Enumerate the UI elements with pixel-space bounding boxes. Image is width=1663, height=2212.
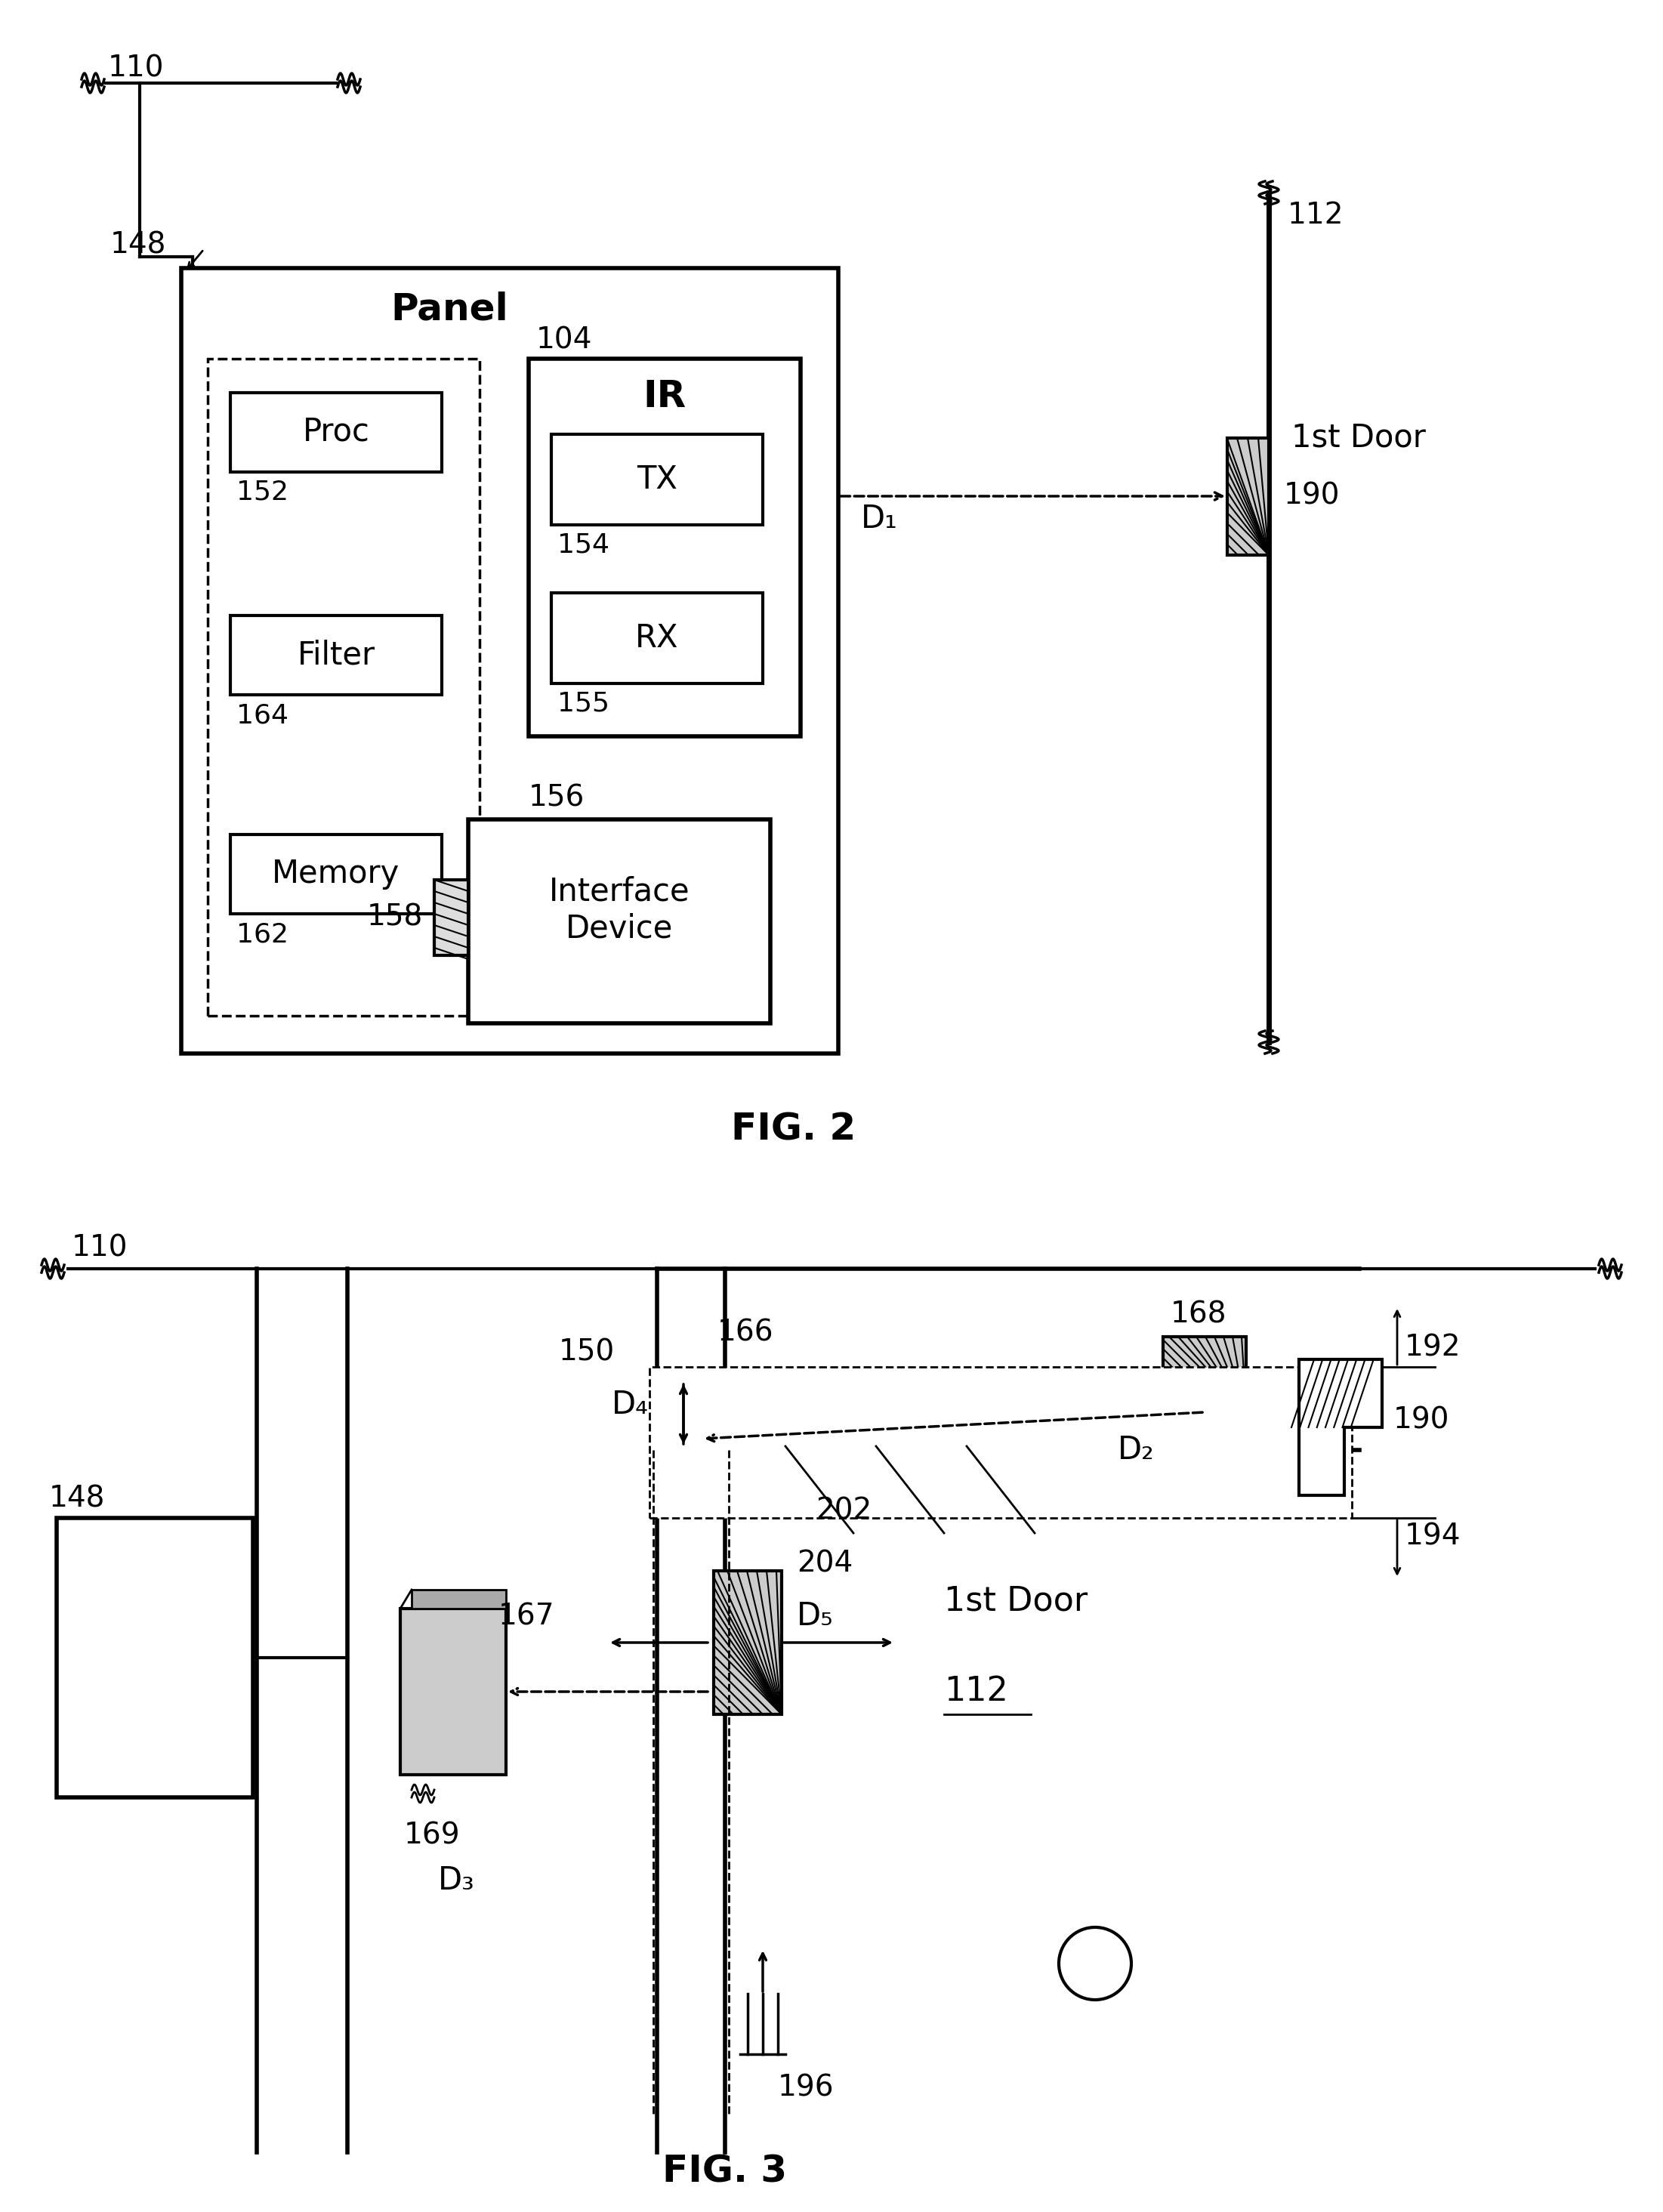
- Text: Panel: Panel: [391, 292, 509, 327]
- Bar: [231, 394, 442, 471]
- Bar: [469, 818, 770, 1024]
- Polygon shape: [1299, 1360, 1382, 1495]
- Bar: [231, 834, 442, 914]
- Text: 1st Door: 1st Door: [945, 1584, 1088, 1617]
- Text: Interface
Device: Interface Device: [549, 876, 690, 945]
- Text: FIG. 3: FIG. 3: [662, 2152, 787, 2190]
- Text: D₄: D₄: [612, 1389, 649, 1420]
- Text: D₅: D₅: [797, 1599, 833, 1632]
- Text: 166: 166: [717, 1318, 773, 1347]
- Text: 167: 167: [499, 1601, 555, 1630]
- Bar: [713, 1571, 782, 1714]
- Text: 158: 158: [368, 902, 422, 931]
- Bar: [657, 1374, 748, 1447]
- Bar: [401, 1608, 506, 1774]
- Text: Filter: Filter: [298, 639, 376, 670]
- Text: D₃: D₃: [437, 1865, 476, 1896]
- Bar: [412, 1590, 506, 1608]
- Text: 110: 110: [72, 1234, 128, 1263]
- Text: 190: 190: [1284, 482, 1340, 511]
- Text: 150: 150: [559, 1338, 615, 1367]
- Bar: [1227, 438, 1269, 555]
- Text: 169: 169: [404, 1820, 461, 1849]
- Text: 112: 112: [945, 1674, 1008, 1708]
- Text: 168: 168: [1171, 1301, 1227, 1329]
- Bar: [650, 1367, 1352, 1517]
- Bar: [552, 593, 763, 684]
- Text: FIG. 2: FIG. 2: [732, 1110, 856, 1148]
- Text: 204: 204: [797, 1548, 853, 1577]
- Bar: [57, 1517, 253, 1798]
- Text: 155: 155: [557, 690, 609, 717]
- Text: 162: 162: [236, 922, 288, 947]
- Text: 148: 148: [50, 1484, 105, 1513]
- Text: IR: IR: [644, 378, 687, 414]
- Text: D₂: D₂: [1118, 1433, 1154, 1467]
- Text: 156: 156: [529, 783, 585, 812]
- Bar: [208, 358, 479, 1015]
- Text: 194: 194: [1405, 1522, 1462, 1551]
- Text: Memory: Memory: [273, 858, 401, 889]
- Text: TX: TX: [637, 465, 677, 495]
- Bar: [434, 880, 469, 956]
- Text: 1st Door: 1st Door: [1292, 422, 1425, 453]
- Text: 152: 152: [236, 480, 288, 504]
- Bar: [181, 268, 838, 1053]
- Text: 192: 192: [1405, 1334, 1462, 1363]
- Text: 190: 190: [1394, 1405, 1450, 1433]
- Bar: [231, 615, 442, 695]
- Text: 164: 164: [236, 703, 288, 728]
- Bar: [529, 358, 800, 737]
- Text: 154: 154: [557, 533, 609, 557]
- Text: 104: 104: [535, 325, 592, 354]
- Text: 112: 112: [1287, 201, 1344, 230]
- Bar: [1162, 1336, 1246, 1411]
- Text: D₁: D₁: [861, 502, 898, 535]
- Text: RX: RX: [635, 622, 679, 655]
- Text: 110: 110: [108, 53, 165, 82]
- Bar: [552, 434, 763, 524]
- Text: 202: 202: [815, 1495, 871, 1524]
- Text: 196: 196: [778, 2075, 835, 2101]
- Text: 148: 148: [110, 230, 166, 259]
- Text: Proc: Proc: [303, 416, 369, 447]
